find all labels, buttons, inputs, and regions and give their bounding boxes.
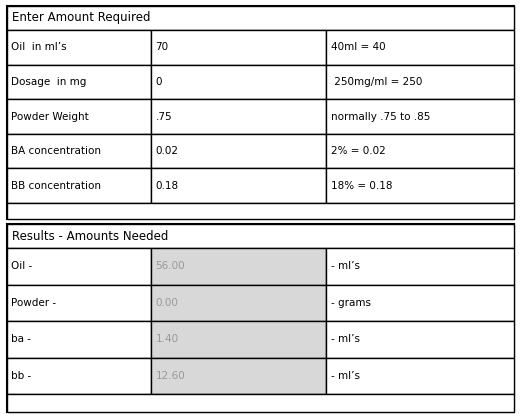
Text: .75: .75 xyxy=(155,112,172,122)
Text: - ml’s: - ml’s xyxy=(331,261,361,271)
Bar xyxy=(7,248,152,285)
Bar xyxy=(152,285,327,321)
Text: BA concentration: BA concentration xyxy=(11,146,101,156)
Text: 56.00: 56.00 xyxy=(155,261,185,271)
Text: 18% = 0.18: 18% = 0.18 xyxy=(331,181,393,191)
Bar xyxy=(152,99,327,134)
Text: 0: 0 xyxy=(155,77,162,87)
Bar xyxy=(327,168,514,203)
Text: 0.00: 0.00 xyxy=(155,298,178,308)
Bar xyxy=(7,224,514,412)
Text: Oil -: Oil - xyxy=(11,261,32,271)
Bar xyxy=(7,30,152,65)
Bar xyxy=(327,321,514,357)
Bar xyxy=(327,248,514,285)
Text: 40ml = 40: 40ml = 40 xyxy=(331,42,386,52)
Bar xyxy=(152,65,327,99)
Text: - ml’s: - ml’s xyxy=(331,334,361,344)
Bar xyxy=(152,357,327,394)
Bar xyxy=(7,6,514,219)
Text: - grams: - grams xyxy=(331,298,371,308)
Bar xyxy=(7,168,152,203)
Bar xyxy=(7,321,152,357)
Bar xyxy=(327,285,514,321)
Text: Powder Weight: Powder Weight xyxy=(11,112,89,122)
Bar xyxy=(327,357,514,394)
Bar xyxy=(327,134,514,168)
Bar xyxy=(152,168,327,203)
Bar xyxy=(7,285,152,321)
Bar xyxy=(7,357,152,394)
Bar xyxy=(7,6,514,30)
Bar xyxy=(7,394,514,412)
Bar xyxy=(152,248,327,285)
Text: bb -: bb - xyxy=(11,371,31,381)
Text: Oil  in ml’s: Oil in ml’s xyxy=(11,42,67,52)
Text: Results - Amounts Needed: Results - Amounts Needed xyxy=(12,229,168,242)
Bar xyxy=(152,321,327,357)
Text: 1.40: 1.40 xyxy=(155,334,179,344)
Text: 2% = 0.02: 2% = 0.02 xyxy=(331,146,386,156)
Bar xyxy=(327,30,514,65)
Text: 70: 70 xyxy=(155,42,169,52)
Text: Enter Amount Required: Enter Amount Required xyxy=(12,12,151,25)
Bar xyxy=(327,99,514,134)
Text: 0.18: 0.18 xyxy=(155,181,179,191)
Text: - ml’s: - ml’s xyxy=(331,371,361,381)
Text: Dosage  in mg: Dosage in mg xyxy=(11,77,86,87)
Text: Powder -: Powder - xyxy=(11,298,56,308)
Text: ba -: ba - xyxy=(11,334,31,344)
Bar xyxy=(152,30,327,65)
Text: 250mg/ml = 250: 250mg/ml = 250 xyxy=(331,77,423,87)
Bar xyxy=(7,65,152,99)
Bar xyxy=(327,65,514,99)
Bar xyxy=(152,134,327,168)
Text: BB concentration: BB concentration xyxy=(11,181,101,191)
Text: normally .75 to .85: normally .75 to .85 xyxy=(331,112,431,122)
Text: 0.02: 0.02 xyxy=(155,146,179,156)
Text: 12.60: 12.60 xyxy=(155,371,185,381)
Bar xyxy=(7,224,514,248)
Bar xyxy=(7,99,152,134)
Bar xyxy=(7,203,514,219)
Bar xyxy=(7,134,152,168)
